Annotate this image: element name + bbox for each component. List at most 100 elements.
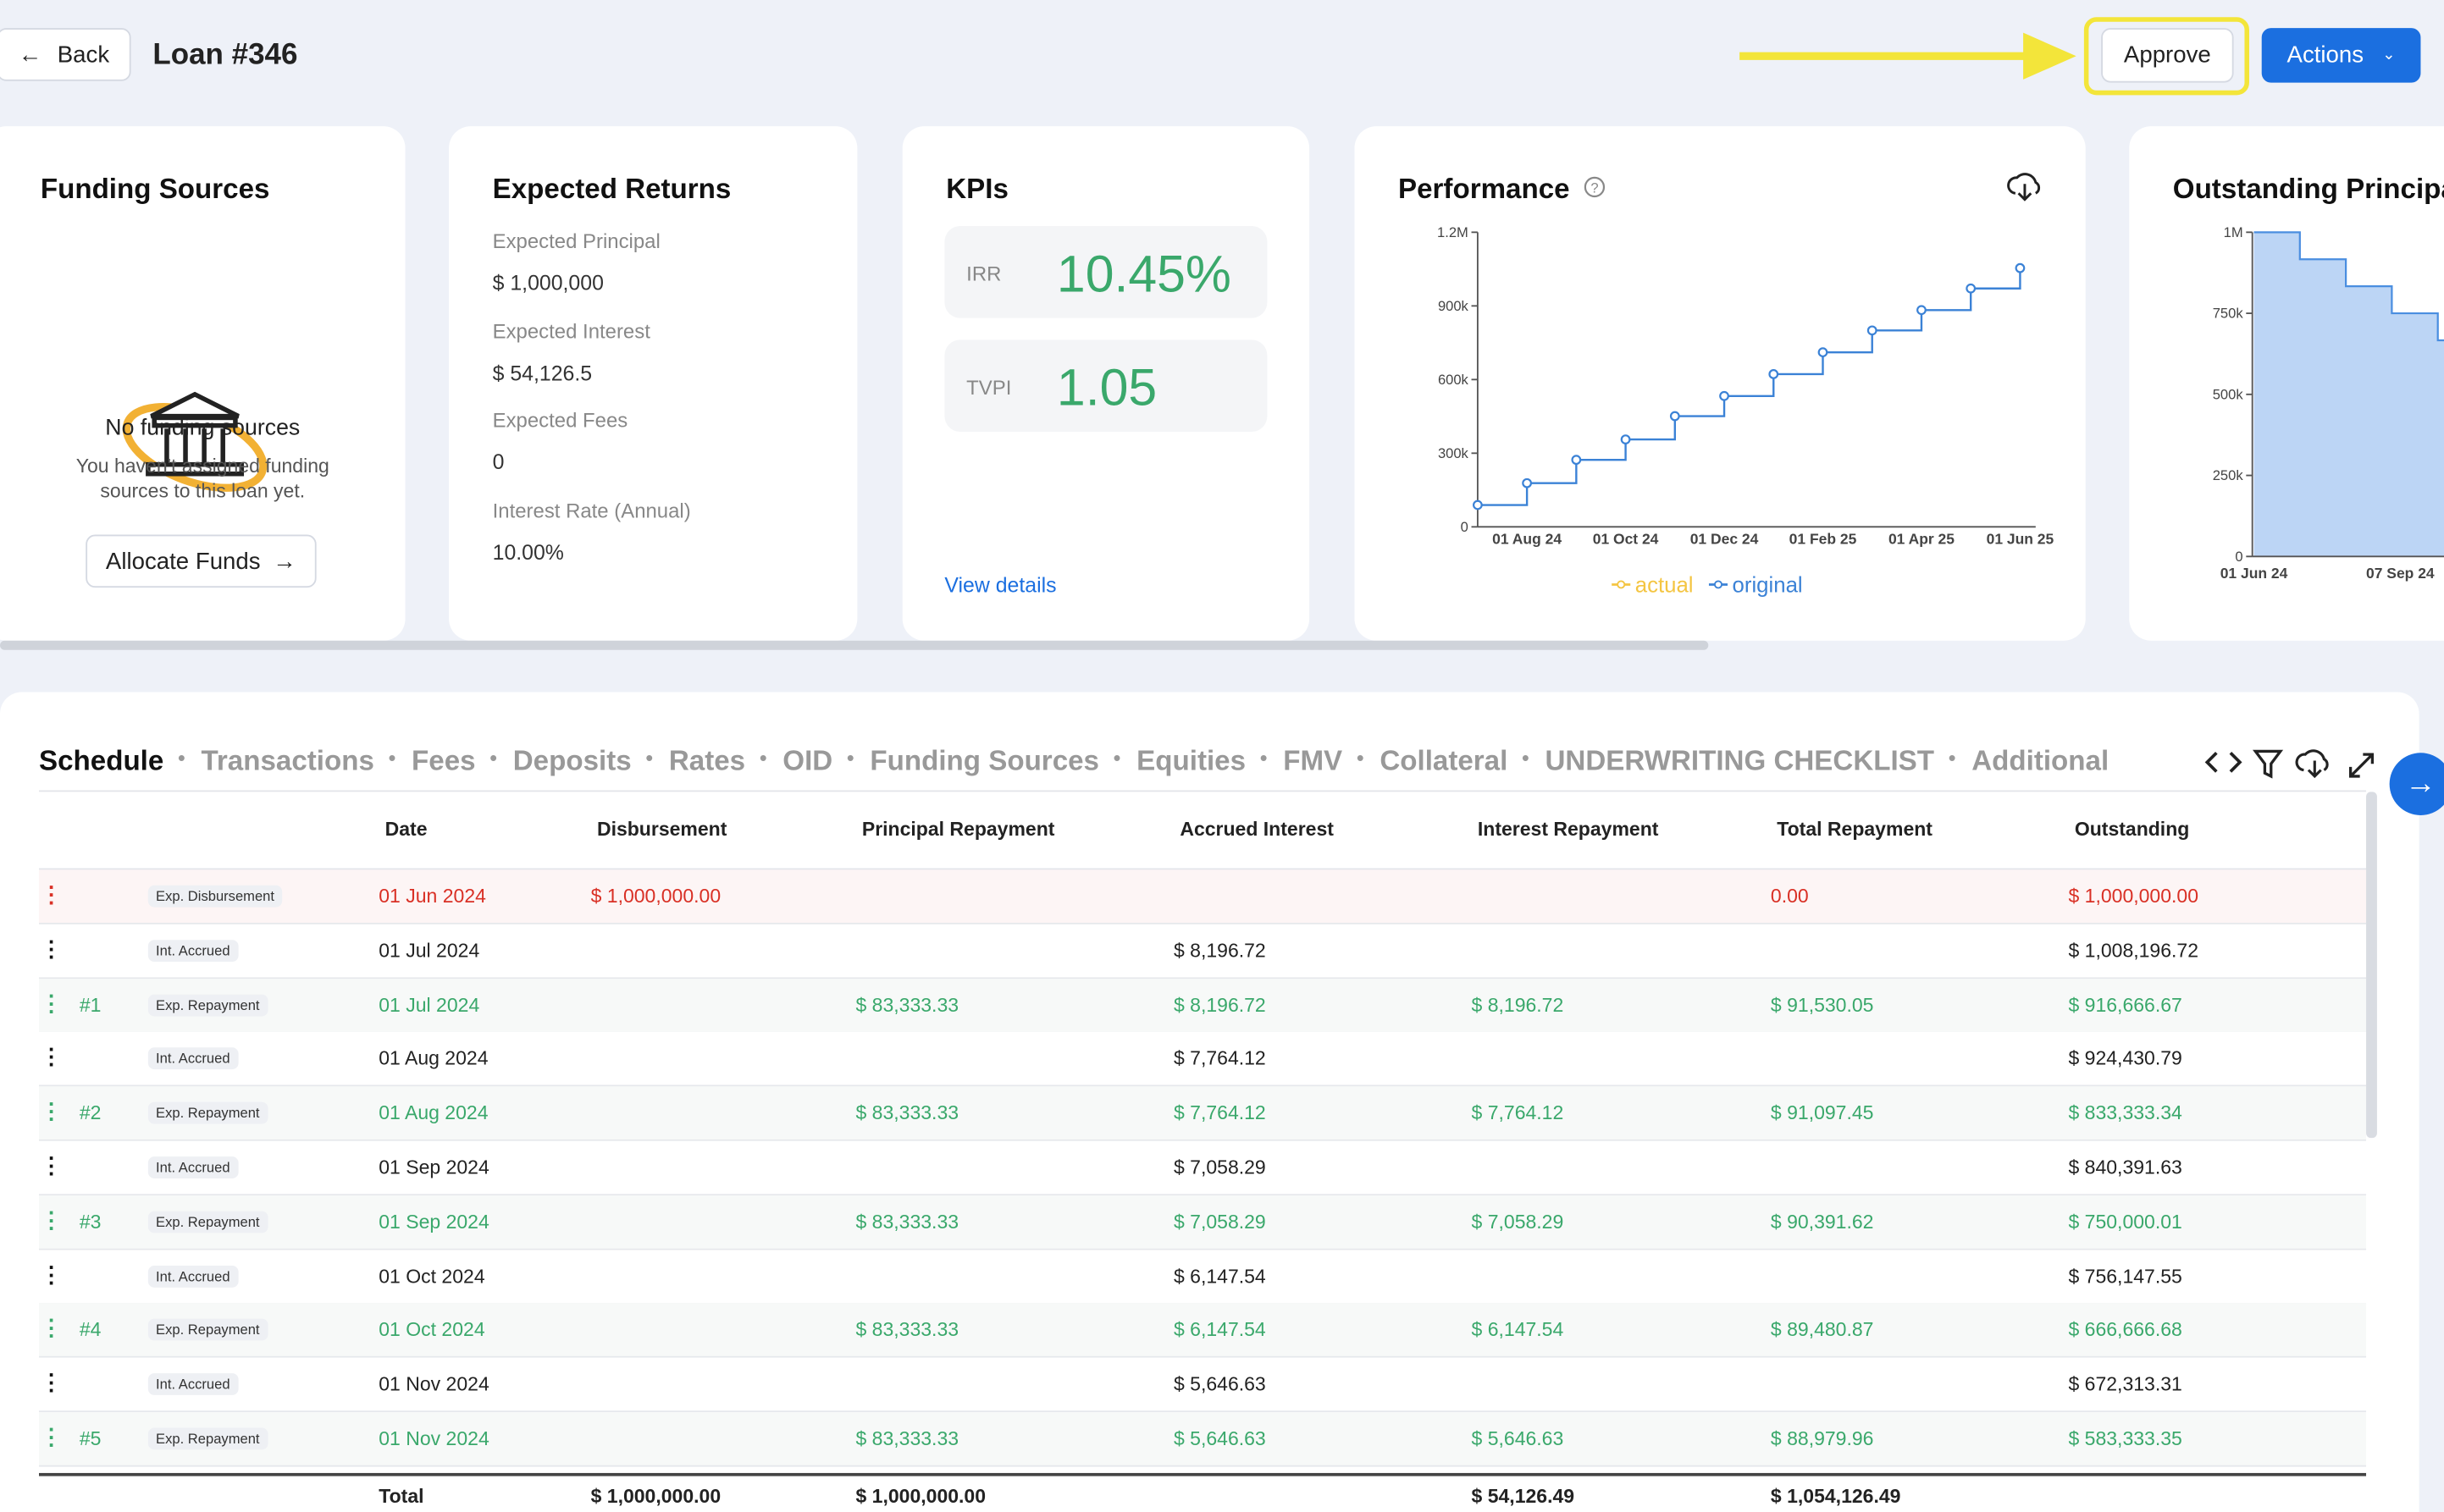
table-cell: $ 1,008,196.72 <box>2068 939 2199 962</box>
point <box>1916 305 1927 316</box>
y-tick-label: 900k <box>1438 298 1469 314</box>
table-cell: 0.00 <box>1770 885 1809 908</box>
table-cell: $ 672,313.31 <box>2068 1373 2182 1396</box>
allocate-button[interactable]: Allocate Funds → <box>86 534 317 588</box>
table-cell: 01 Jul 2024 <box>379 993 480 1016</box>
row-menu[interactable]: · · · <box>48 1254 56 1295</box>
table-cell: $ 8,196.72 <box>1471 993 1564 1016</box>
highlight-box <box>2083 17 2249 96</box>
row-menu[interactable]: · · · <box>48 1308 56 1349</box>
row-menu[interactable]: · · · <box>48 928 56 969</box>
help-icon: ? <box>1584 176 1606 198</box>
toolbar-icons <box>2204 749 2375 779</box>
table-top-line <box>39 790 2367 792</box>
allocate-label: Allocate Funds <box>105 548 261 575</box>
performance-card: Performance ? <box>1354 126 2086 641</box>
header-line <box>39 868 2367 870</box>
row-menu[interactable]: · · · <box>48 1091 56 1133</box>
kpis-card: KPIs View details IRR 10.45% TVPI 1.05 <box>902 126 1310 641</box>
row-menu[interactable]: · · · <box>48 1416 56 1458</box>
tab[interactable]: Fees <box>412 745 476 776</box>
table-cell: 01 Nov 2024 <box>379 1373 489 1396</box>
row-tag: Exp. Repayment <box>147 1102 268 1124</box>
tab[interactable]: Schedule <box>39 745 164 776</box>
table-cell: 01 Jul 2024 <box>379 939 480 962</box>
tab-separator: • <box>759 745 767 770</box>
row-menu[interactable]: · · · <box>48 1200 56 1241</box>
row-tag: Int. Accrued <box>147 939 238 962</box>
row-tag: Exp. Repayment <box>147 1427 268 1450</box>
table-row <box>39 1086 2367 1142</box>
scrollbar[interactable] <box>0 640 1709 650</box>
tab[interactable]: OID <box>782 745 833 776</box>
area-step <box>2437 339 2444 557</box>
tab[interactable]: Additional <box>1971 745 2109 776</box>
table-row <box>39 978 2367 1033</box>
table-row <box>39 869 2367 924</box>
tab[interactable]: Deposits <box>512 745 632 776</box>
tab-separator: • <box>846 745 854 770</box>
y-tick-label: 600k <box>1438 372 1469 388</box>
column-header: Total Repayment <box>1777 818 1933 841</box>
column-header: Interest Repayment <box>1477 818 1659 841</box>
kpi-label: TVPI <box>966 375 1012 400</box>
tab[interactable]: Funding Sources <box>870 745 1099 776</box>
item-label: Interest Rate (Annual) <box>492 498 691 521</box>
download-icon[interactable] <box>2006 170 2043 205</box>
tab[interactable]: FMV <box>1283 745 1343 776</box>
kpi-label: IRR <box>966 262 1002 285</box>
actions-label: Actions <box>2286 41 2364 69</box>
outstanding-chart: 0 250k 500k 750k 1M 01 Jun 24 07 Sep 24 <box>2213 224 2444 582</box>
x-tick-label: 01 Jun 24 <box>2220 565 2288 582</box>
table-cell: $ 666,666.68 <box>2068 1319 2182 1342</box>
table-cell: $ 83,333.33 <box>855 1102 959 1124</box>
table-cell: $ 5,646.63 <box>1173 1373 1266 1396</box>
y-tick-label: 0 <box>2235 549 2242 565</box>
row-menu[interactable]: · · · <box>48 874 56 915</box>
funding-sources-card: Funding Sources No funding sources You h… <box>0 126 406 641</box>
row-menu[interactable]: · · · <box>48 983 56 1024</box>
card-title: Performance <box>1398 173 1570 205</box>
table-row <box>39 924 2367 979</box>
tab-separator: • <box>1259 745 1268 770</box>
table-cell: 01 Aug 2024 <box>379 1048 489 1070</box>
row-tag: Exp. Disbursement <box>147 885 283 908</box>
table-cell: $ 583,333.35 <box>2068 1427 2182 1450</box>
empty-title: No funding sources <box>105 416 301 442</box>
table-row <box>39 1249 2367 1305</box>
legend-label: actual <box>1635 574 1694 598</box>
table-row <box>39 1032 2367 1088</box>
table-row <box>39 1303 2367 1359</box>
actions-button[interactable]: Actions ⌄ <box>2261 28 2421 83</box>
tab[interactable]: Rates <box>668 745 746 776</box>
tab-separator: • <box>1113 745 1121 770</box>
x-tick-label: 01 Aug 24 <box>1492 531 1562 548</box>
tab[interactable]: Equities <box>1136 745 1247 776</box>
tab[interactable]: Collateral <box>1380 745 1508 776</box>
item-value: $ 1,000,000 <box>492 271 604 295</box>
point <box>1768 369 1779 379</box>
column-header: Outstanding <box>2074 818 2190 841</box>
row-menu[interactable]: · · · <box>48 1145 56 1187</box>
total-cell: $ 1,000,000.00 <box>855 1485 987 1508</box>
table-cell: $ 89,480.87 <box>1770 1319 1874 1342</box>
tab[interactable]: UNDERWRITING CHECKLIST <box>1545 745 1935 776</box>
back-button[interactable]: ← Back <box>0 28 131 81</box>
page-title: Loan #346 <box>152 39 298 72</box>
approve-button[interactable]: Approve <box>2101 28 2234 83</box>
table-cell: #1 <box>79 993 102 1016</box>
row-menu[interactable]: · · · <box>48 1362 56 1404</box>
table-cell: 01 Sep 2024 <box>379 1211 489 1233</box>
total-cell: $ 1,000,000.00 <box>590 1485 722 1508</box>
next-button[interactable]: → <box>2389 753 2444 815</box>
view-details-link[interactable]: View details <box>944 573 1057 598</box>
tab-separator: • <box>388 745 396 770</box>
table-cell: #4 <box>79 1319 102 1342</box>
y-tick-label: 500k <box>2213 386 2244 402</box>
row-tag: Int. Accrued <box>147 1048 238 1070</box>
tab[interactable]: Transactions <box>201 745 374 776</box>
row-tag: Exp. Repayment <box>147 1211 268 1233</box>
table-scrollbar[interactable] <box>2366 792 2377 1139</box>
row-menu[interactable]: · · · <box>48 1037 56 1078</box>
